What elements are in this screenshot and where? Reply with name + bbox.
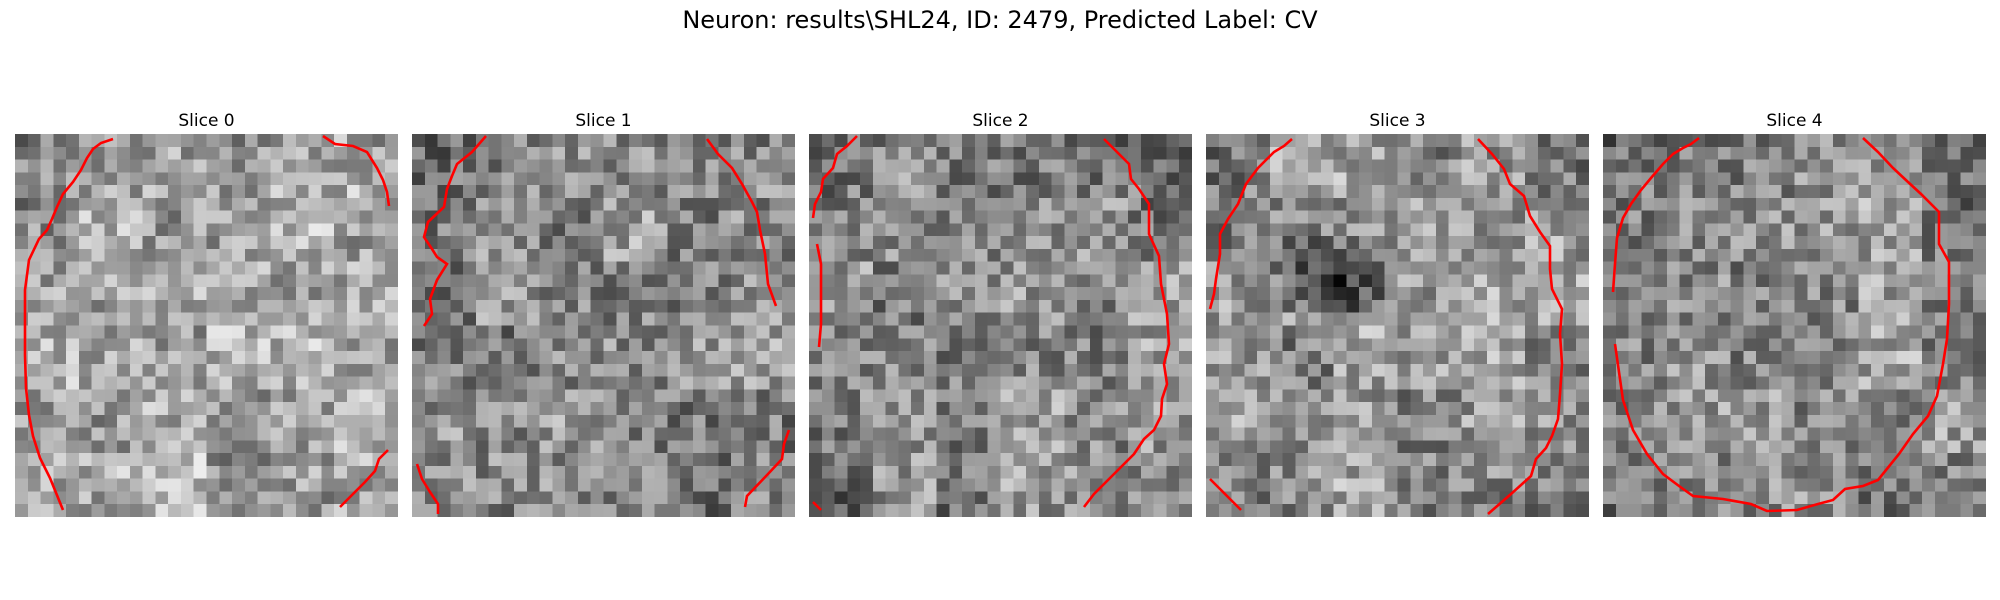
contour-line [424, 136, 486, 326]
slice-image-frame [15, 134, 398, 517]
slice-panel-4: Slice 4 [1603, 110, 1986, 517]
contour-overlay [15, 134, 398, 517]
contour-line [707, 139, 776, 306]
slice-panel-3: Slice 3 [1206, 110, 1589, 517]
contour-line [817, 244, 821, 347]
slice-panel-0: Slice 0 [15, 110, 398, 517]
contour-line [25, 139, 113, 510]
contour-line [1210, 139, 1292, 309]
slice-title: Slice 3 [1206, 110, 1589, 132]
slice-image-frame [809, 134, 1192, 517]
contour-line [1210, 479, 1241, 510]
contour-line [1478, 139, 1562, 514]
slice-image-frame [412, 134, 795, 517]
slice-title: Slice 1 [412, 110, 795, 132]
contour-overlay [412, 134, 795, 517]
contour-line [745, 430, 789, 507]
contour-line [323, 136, 389, 206]
slice-title: Slice 4 [1603, 110, 1986, 132]
contour-overlay [1206, 134, 1589, 517]
slice-panel-2: Slice 2 [809, 110, 1192, 517]
contour-overlay [809, 134, 1192, 517]
slice-title: Slice 2 [809, 110, 1192, 132]
contour-line [417, 464, 438, 514]
figure-title: Neuron: results\SHL24, ID: 2479, Predict… [0, 6, 2000, 34]
contour-overlay [1603, 134, 1986, 517]
contour-line [813, 502, 821, 510]
contour-line [813, 136, 857, 218]
contour-line [1615, 138, 1949, 511]
contour-line [1084, 139, 1169, 507]
contour-line [1613, 138, 1699, 292]
slice-image-frame [1603, 134, 1986, 517]
slice-image-frame [1206, 134, 1589, 517]
slice-title: Slice 0 [15, 110, 398, 132]
slice-panel-1: Slice 1 [412, 110, 795, 517]
contour-line [340, 450, 388, 507]
